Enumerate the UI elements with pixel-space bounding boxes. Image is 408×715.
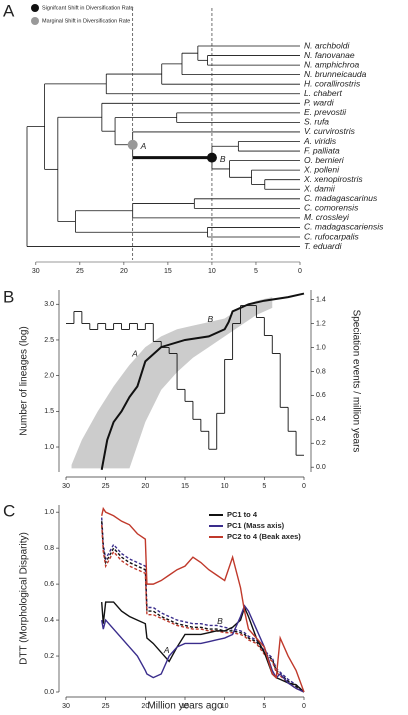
series-line bbox=[101, 517, 305, 693]
y-tick-label: 0.0 bbox=[44, 689, 54, 696]
confidence-band bbox=[71, 297, 273, 469]
x-tick-label: 5 bbox=[262, 703, 266, 710]
taxon-label: X. xenopirostris bbox=[303, 174, 363, 184]
taxon-label: O. bernieri bbox=[304, 155, 345, 165]
series-line bbox=[101, 521, 305, 693]
series-line bbox=[100, 292, 305, 471]
taxon-label: P. wardi bbox=[304, 98, 335, 108]
x-tick-label: 0 bbox=[302, 703, 306, 710]
x-tick-label: 25 bbox=[102, 703, 110, 710]
annotation: A bbox=[163, 645, 170, 655]
series-line bbox=[101, 601, 305, 693]
y2-tick-label: 0.6 bbox=[316, 392, 326, 399]
taxon-label: N. amphichroa bbox=[304, 59, 360, 69]
y-tick-label: 0.8 bbox=[44, 545, 54, 552]
legend-label: PC2 to 4 (Beak axes) bbox=[227, 532, 301, 541]
x-tick-label: 15 bbox=[181, 703, 189, 710]
series-line bbox=[101, 604, 305, 693]
taxon-label: C. madagascariensis bbox=[304, 222, 384, 232]
taxon-label: F. palliata bbox=[304, 145, 340, 155]
taxon-label: C. madagascarinus bbox=[304, 193, 378, 203]
x-tick-label: 20 bbox=[141, 703, 149, 710]
y2-tick-label: 1.0 bbox=[316, 344, 326, 351]
legend-label: PC1 (Mass axis) bbox=[227, 521, 285, 530]
x-tick-label: 10 bbox=[221, 703, 229, 710]
taxon-label: N. brunneicauda bbox=[304, 69, 367, 79]
y-tick-label: 0.4 bbox=[44, 617, 54, 624]
y-tick-label: 3.0 bbox=[44, 301, 54, 308]
y2-tick-label: 1.4 bbox=[316, 296, 326, 303]
y2-tick-label: 0.0 bbox=[316, 464, 326, 471]
y-tick-label: 0.2 bbox=[44, 653, 54, 660]
annotation: A bbox=[131, 348, 138, 358]
taxon-label: E. prevostii bbox=[304, 107, 347, 117]
taxon-label: X. polleni bbox=[303, 164, 340, 174]
shift-label: A bbox=[140, 141, 147, 151]
taxon-label: V. curvirostris bbox=[304, 126, 356, 136]
x-tick-label: 5 bbox=[262, 483, 266, 490]
x-tick-label: 30 bbox=[32, 268, 40, 275]
y-axis-label: DTT (Morphological Disparity) bbox=[19, 532, 30, 665]
taxon-label: N. fanovanae bbox=[304, 50, 355, 60]
panel-label: C bbox=[3, 501, 15, 520]
series-line bbox=[101, 524, 305, 693]
legend-label: Signifcant Shift in Diversification Rate bbox=[42, 5, 133, 11]
x-axis-label: Million years ago bbox=[147, 701, 222, 712]
series-line bbox=[101, 506, 305, 693]
x-tick-label: 0 bbox=[302, 483, 306, 490]
taxon-label: L. chabert bbox=[304, 88, 342, 98]
panel-label: A bbox=[3, 1, 15, 20]
y-tick-label: 1.5 bbox=[44, 408, 54, 415]
y2-tick-label: 0.2 bbox=[316, 440, 326, 447]
x-tick-label: 15 bbox=[164, 268, 172, 275]
x-tick-label: 15 bbox=[181, 483, 189, 490]
x-tick-label: 20 bbox=[141, 483, 149, 490]
y2-tick-label: 0.4 bbox=[316, 416, 326, 423]
y-tick-label: 0.6 bbox=[44, 581, 54, 588]
y-tick-label: 2.0 bbox=[44, 372, 54, 379]
legend-label: PC1 to 4 bbox=[227, 510, 258, 519]
taxon-label: A. viridis bbox=[303, 136, 337, 146]
x-tick-label: 20 bbox=[120, 268, 128, 275]
y-tick-label: 1.0 bbox=[44, 444, 54, 451]
legend-marker bbox=[31, 17, 39, 25]
taxon-label: S. rufa bbox=[304, 117, 329, 127]
shift-marker bbox=[206, 152, 217, 163]
y2-axis-label: Speciation events / million years bbox=[350, 310, 361, 453]
shift-label: B bbox=[220, 154, 226, 164]
x-tick-label: 10 bbox=[208, 268, 216, 275]
taxon-label: C. rufocarpalis bbox=[304, 231, 360, 241]
y2-tick-label: 0.8 bbox=[316, 368, 326, 375]
x-tick-label: 25 bbox=[102, 483, 110, 490]
taxon-label: H. corallirostris bbox=[304, 78, 361, 88]
y2-tick-label: 1.2 bbox=[316, 320, 326, 327]
taxon-label: X. damii bbox=[303, 184, 336, 194]
taxon-label: N. archboldi bbox=[304, 40, 350, 50]
legend-marker bbox=[31, 4, 39, 12]
y-tick-label: 2.5 bbox=[44, 337, 54, 344]
x-tick-label: 30 bbox=[62, 483, 70, 490]
panel-label: B bbox=[3, 287, 14, 306]
y-axis-label: Number of lineages (log) bbox=[19, 326, 30, 436]
x-tick-label: 30 bbox=[62, 703, 70, 710]
x-tick-label: 5 bbox=[254, 268, 258, 275]
x-tick-label: 0 bbox=[298, 268, 302, 275]
legend-label: Marginal Shift in Diversification Rate bbox=[42, 18, 130, 24]
taxon-label: T. eduardi bbox=[304, 241, 343, 251]
annotation: B bbox=[217, 616, 223, 626]
taxon-label: M. crossleyi bbox=[304, 212, 350, 222]
taxon-label: C. comorensis bbox=[304, 203, 359, 213]
shift-marker bbox=[127, 139, 138, 150]
annotation: B bbox=[208, 314, 214, 324]
y-tick-label: 1.0 bbox=[44, 509, 54, 516]
x-tick-label: 25 bbox=[76, 268, 84, 275]
x-tick-label: 10 bbox=[221, 483, 229, 490]
